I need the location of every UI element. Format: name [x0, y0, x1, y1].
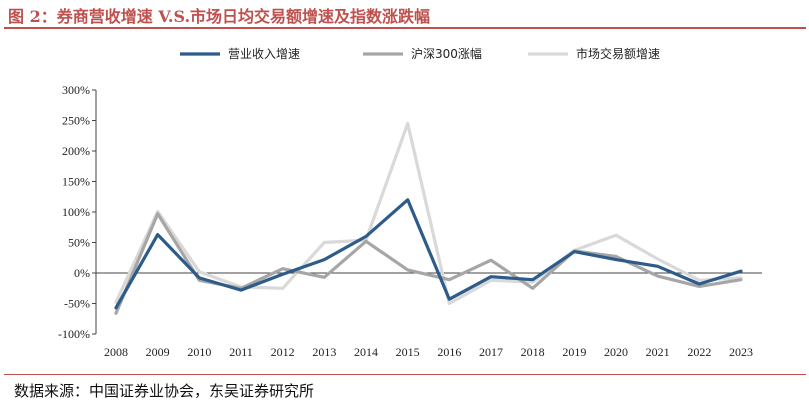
x-tick-label: 2016: [437, 345, 461, 359]
x-tick-label: 2019: [562, 345, 586, 359]
x-tick-label: 2012: [271, 345, 295, 359]
x-tick-label: 2022: [687, 345, 711, 359]
source-note: 数据来源：中国证券业协会，东吴证券研究所: [14, 382, 315, 400]
y-tick-label: 150%: [62, 175, 90, 189]
legend-label-1: 沪深300涨幅: [411, 46, 482, 61]
legend: 营业收入增速 沪深300涨幅 市场交易额增速: [180, 46, 660, 61]
y-tick-label: -100%: [58, 327, 90, 341]
x-tick-label: 2018: [521, 345, 545, 359]
x-tick-label: 2011: [229, 345, 253, 359]
x-tick-label: 2009: [146, 345, 170, 359]
y-tick-label: 50%: [68, 236, 90, 250]
title-rule: [4, 27, 806, 29]
legend-label-0: 营业收入增速: [228, 47, 300, 61]
x-tick-label: 2014: [354, 345, 378, 359]
series-layer: [114, 121, 743, 315]
x-tick-label: 2023: [729, 345, 753, 359]
series-line-2: [114, 121, 743, 306]
y-tick-label: 300%: [62, 83, 90, 97]
title-bar: 图 2：券商营收增速 V.S.市场日均交易额增速及指数涨跌幅: [0, 0, 809, 30]
y-tick-label: -50%: [64, 297, 90, 311]
y-tick-label: 200%: [62, 144, 90, 158]
chart-title: 图 2：券商营收增速 V.S.市场日均交易额增速及指数涨跌幅: [8, 7, 431, 26]
x-tick-label: 2017: [479, 345, 503, 359]
axis-layer: 300% 250% 200% 150% 100% 50% 0% -50% -100% 2008 20…: [58, 83, 762, 359]
line-chart: 300% 250% 200% 150% 100% 50% 0% -50% -100% 2008 20…: [58, 46, 762, 359]
x-tick-label: 2008: [104, 345, 128, 359]
series-line-0: [114, 198, 743, 310]
x-tick-label: 2013: [312, 345, 336, 359]
footer-rule: [4, 374, 806, 375]
y-tick-label: 250%: [62, 114, 90, 128]
x-tick-label: 2021: [646, 345, 670, 359]
y-tick-label: 0%: [74, 266, 90, 280]
x-tick-label: 2010: [187, 345, 211, 359]
x-tick-label: 2020: [604, 345, 628, 359]
x-tick-label: 2015: [396, 345, 420, 359]
y-tick-label: 100%: [62, 205, 90, 219]
legend-label-2: 市场交易额增速: [576, 46, 660, 61]
